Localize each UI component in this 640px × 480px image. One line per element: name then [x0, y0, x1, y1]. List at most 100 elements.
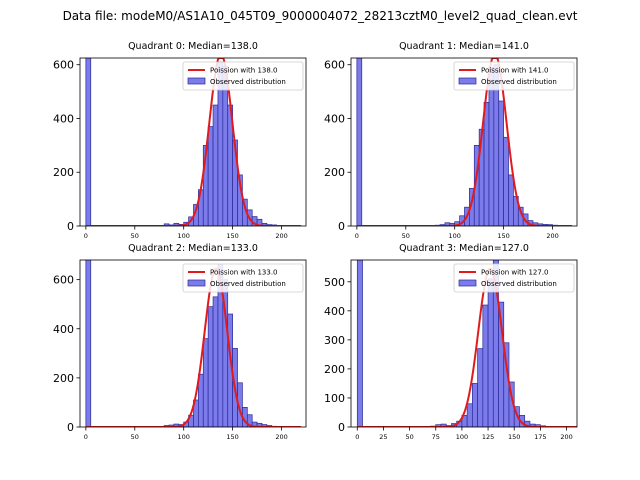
histogram-bar [85, 260, 92, 427]
x-tick-label: 200 [275, 433, 287, 441]
y-tick-label: 400 [324, 305, 345, 318]
legend: Poission with 141.0 Observed distribution [453, 61, 575, 91]
legend-box [453, 61, 575, 91]
y-tick-label: 100 [324, 392, 345, 405]
histogram-bar [85, 58, 92, 226]
legend: Poission with 127.0 Observed distribution [453, 263, 575, 293]
histogram-bar [472, 383, 478, 427]
histogram-bars [356, 260, 557, 427]
subplot-title: Quadrant 0: Median=138.0 [128, 41, 258, 52]
y-tick-label: 0 [338, 220, 345, 233]
y-tick-label: 600 [324, 59, 345, 72]
legend-label-observed: Observed distribution [481, 280, 557, 288]
x-tick-label: 200 [560, 433, 572, 441]
histogram-bar [356, 58, 363, 226]
axes-frame [79, 259, 307, 428]
histogram-bar [503, 136, 509, 226]
x-tick-label: 0 [84, 433, 88, 441]
histogram-bar [477, 348, 484, 427]
subplot-quadrant-0: Quadrant 0: Median=138.0 0 50 100 150 200 0 200… [53, 41, 307, 240]
histogram-bars [85, 58, 292, 226]
legend-hist-swatch [458, 77, 477, 85]
histogram-bar [482, 304, 489, 427]
figure-suptitle: Data file: modeM0/AS1A10_045T09_90000040… [63, 9, 578, 23]
y-tick-label: 0 [67, 421, 74, 434]
x-tick-label: 0 [355, 232, 359, 240]
y-tick-label: 300 [324, 334, 345, 347]
histogram-bar [207, 126, 214, 226]
histogram-bar [212, 296, 219, 427]
legend-hist-swatch [187, 279, 206, 287]
subplot-title: Quadrant 3: Median=127.0 [399, 243, 529, 254]
subplot-quadrant-3: Quadrant 3: Median=127.0 0 25 50 75 100 125 150… [324, 243, 578, 441]
histogram-bar [508, 174, 514, 226]
y-tick-label: 0 [338, 421, 345, 434]
legend-box [453, 263, 575, 293]
x-tick-label: 200 [546, 232, 558, 240]
y-tick-label: 200 [53, 166, 74, 179]
y-tick-label: 600 [53, 274, 74, 287]
x-tick-label: 50 [405, 433, 413, 441]
legend-box [182, 61, 304, 91]
legend-box [182, 263, 304, 293]
histogram-bar [466, 403, 473, 427]
x-tick-label: 100 [177, 433, 189, 441]
y-tick-label: 400 [324, 112, 345, 125]
legend: Poission with 138.0 Observed distribution [182, 61, 304, 91]
histogram-bar [202, 338, 209, 427]
legend-label-poisson: Poission with 133.0 [210, 269, 278, 277]
legend-label-observed: Observed distribution [210, 280, 286, 288]
y-tick-label: 400 [53, 112, 74, 125]
poisson-curve [357, 267, 577, 427]
x-tick-label: 50 [402, 232, 410, 240]
x-tick-label: 175 [534, 433, 546, 441]
y-tick-label: 500 [324, 276, 345, 289]
subplot-quadrant-2: Quadrant 2: Median=133.0 0 50 100 150 200 0 200… [53, 243, 307, 441]
subplot-grid: Quadrant 0: Median=138.0 0 50 100 150 200 0 200… [53, 41, 578, 441]
subplot-quadrant-1: Quadrant 1: Median=141.0 0 50 100 150 200 0 200… [324, 41, 578, 240]
x-tick-label: 150 [497, 232, 509, 240]
x-tick-label: 100 [177, 232, 189, 240]
axes-frame [350, 259, 578, 428]
x-tick-label: 0 [84, 232, 88, 240]
x-tick-label: 150 [508, 433, 520, 441]
legend-label-poisson: Poission with 138.0 [210, 67, 278, 75]
y-tick-label: 200 [324, 363, 345, 376]
histogram-bar [487, 278, 494, 427]
x-tick-label: 125 [482, 433, 494, 441]
y-tick-label: 200 [53, 372, 74, 385]
subplot-title: Quadrant 2: Median=133.0 [128, 243, 258, 254]
x-tick-label: 200 [275, 232, 287, 240]
histogram-bar [212, 104, 219, 226]
x-tick-label: 150 [226, 232, 238, 240]
y-tick-label: 0 [67, 220, 74, 233]
legend-hist-swatch [458, 279, 477, 287]
axes-frame [350, 57, 578, 227]
histogram-bar [356, 260, 363, 427]
x-tick-label: 25 [379, 433, 387, 441]
legend-hist-swatch [187, 77, 206, 85]
axes-frame [79, 57, 307, 227]
y-tick-label: 600 [53, 59, 74, 72]
histogram-bars [356, 58, 563, 226]
histogram-bar [488, 67, 495, 226]
y-tick-label: 200 [324, 166, 345, 179]
x-tick-label: 75 [432, 433, 440, 441]
x-tick-label: 0 [355, 433, 359, 441]
histogram-bar [483, 102, 490, 226]
x-tick-label: 150 [226, 433, 238, 441]
legend-label-observed: Observed distribution [210, 78, 286, 86]
x-tick-label: 50 [131, 232, 139, 240]
x-tick-label: 100 [448, 232, 460, 240]
x-tick-label: 100 [456, 433, 468, 441]
histogram-bar [498, 100, 504, 226]
legend-label-observed: Observed distribution [481, 78, 557, 86]
histogram-bar [207, 306, 214, 427]
legend-label-poisson: Poission with 141.0 [481, 67, 549, 75]
x-tick-label: 50 [131, 433, 139, 441]
subplot-title: Quadrant 1: Median=141.0 [399, 41, 529, 52]
legend: Poission with 133.0 Observed distribution [182, 263, 304, 293]
legend-label-poisson: Poission with 127.0 [481, 269, 549, 277]
y-tick-label: 400 [53, 323, 74, 336]
